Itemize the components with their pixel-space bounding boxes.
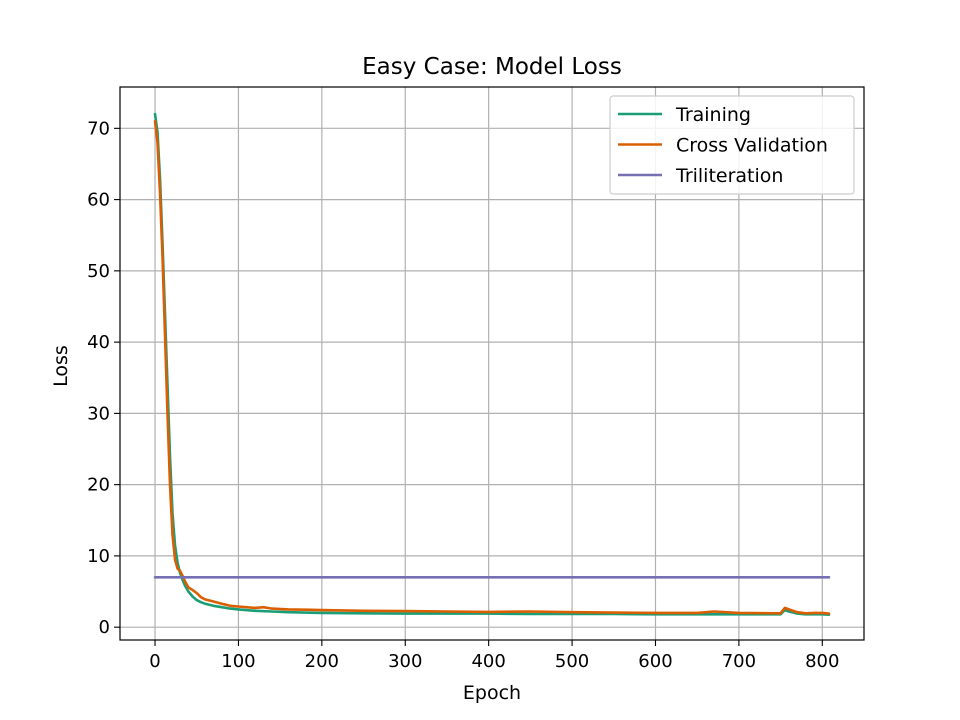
cross-validation-series-line [153,119,831,615]
chart-title: Easy Case: Model Loss [362,54,622,80]
cross-validation-legend-label: Cross Validation [676,135,828,157]
x-tick-label: 200 [305,651,339,672]
y-tick-label: 20 [87,475,110,496]
y-tick-label: 70 [87,118,110,139]
y-tick-label: 30 [87,403,110,424]
legend-box [609,95,855,195]
y-tick-label: 40 [87,332,110,353]
series-layer [153,112,831,617]
legend-entries: Training Cross Validation Triliteration [618,104,828,187]
x-tick-label: 600 [638,651,672,672]
x-tick-label: 0 [149,651,160,672]
y-axis-label: Loss [50,345,72,387]
x-tick-label: 400 [471,651,505,672]
triliteration-legend-label: Triliteration [675,165,783,187]
x-tick-label: 700 [722,651,756,672]
x-tick-label: 300 [388,651,422,672]
training-legend-label: Training [675,104,751,126]
y-tick-label: 50 [87,261,110,282]
y-tick-label: 10 [87,546,110,567]
tick-layer: 0 100 200 300 400 500 600 700 800 0 10 20 30 40 50 60 70 [87,118,839,672]
plot-frame [119,86,865,641]
y-tick-label: 60 [87,190,110,211]
x-axis-label: Epoch [463,682,521,704]
legend: Training Cross Validation Triliteration [609,95,855,195]
y-tick-label: 0 [99,617,110,638]
x-tick-label: 100 [221,651,255,672]
x-tick-label: 500 [555,651,589,672]
x-tick-label: 800 [805,651,839,672]
